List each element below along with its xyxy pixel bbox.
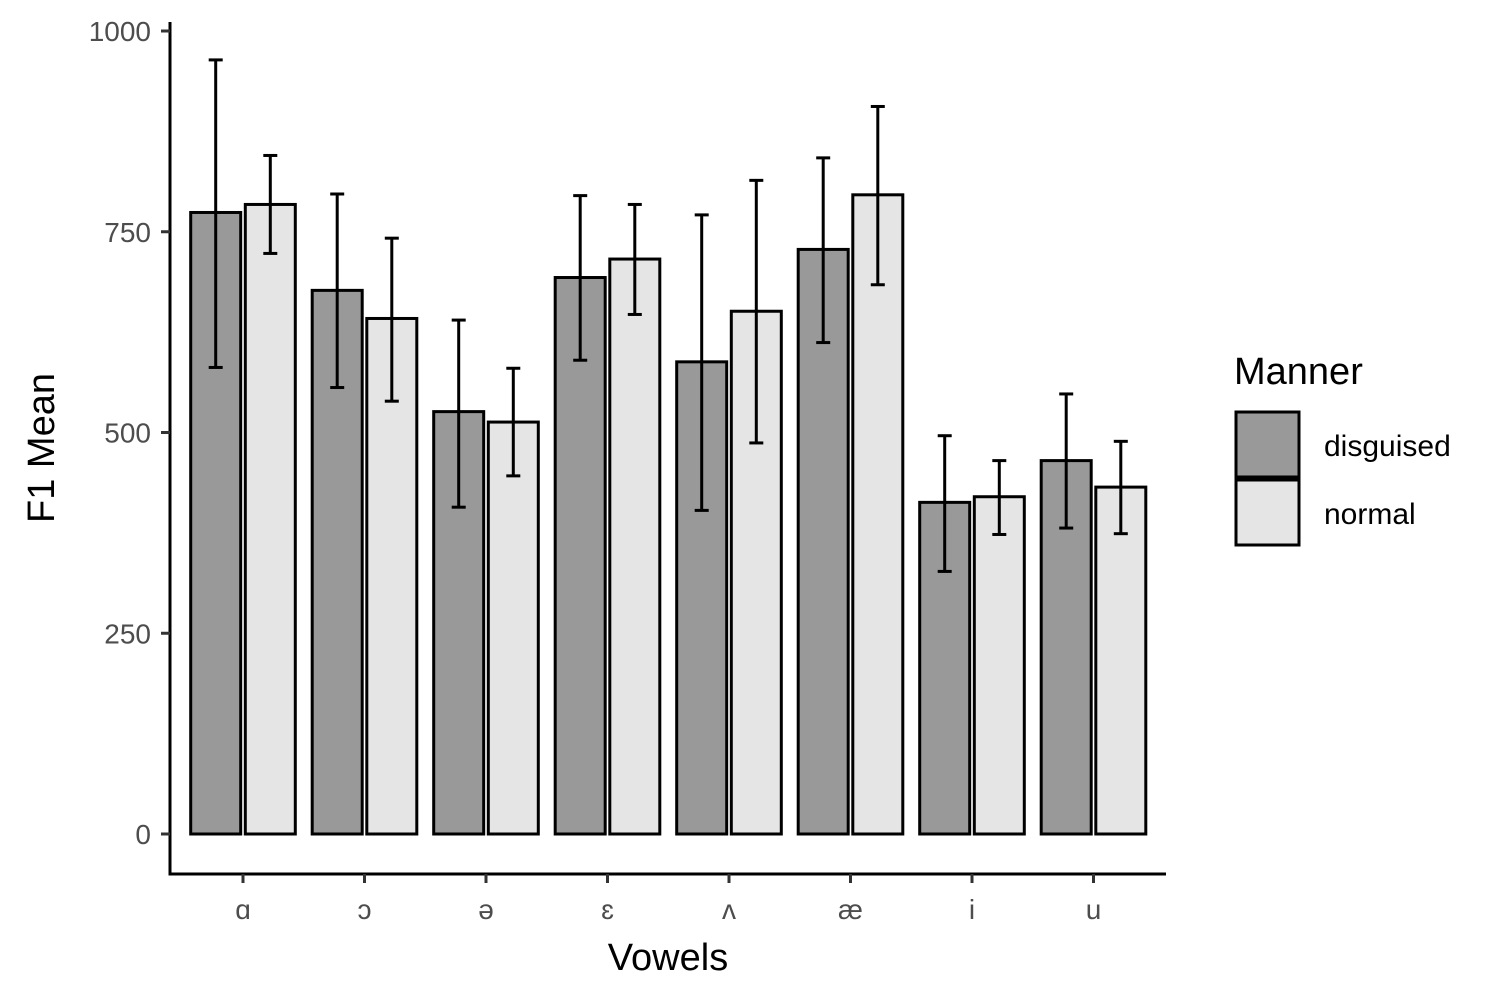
y-tick-label: 0 [135, 819, 151, 850]
errorbar-disguised-6 [937, 434, 952, 573]
legend-key-disguised [1234, 410, 1301, 479]
bar-normal-6 [972, 495, 1026, 836]
errorbars-layer [208, 58, 1128, 573]
axes-layer [168, 22, 1166, 876]
y-tick-label: 500 [104, 418, 151, 449]
x-tick-label: æ [838, 894, 863, 925]
x-tick-label: i [969, 894, 975, 925]
errorbar-disguised-5 [816, 156, 831, 345]
errorbar-normal-7 [1113, 439, 1128, 536]
bar-disguised-5 [796, 247, 850, 836]
legend-items: disguised normal [1234, 410, 1451, 547]
bar-normal-7 [1094, 485, 1148, 836]
bars-layer [189, 193, 1148, 836]
errorbar-normal-6 [992, 459, 1007, 536]
errorbar-disguised-0 [208, 58, 223, 369]
bar-normal-0 [243, 202, 297, 836]
x-axis-title: Vowels [608, 937, 728, 979]
errorbar-normal-1 [384, 236, 399, 403]
errorbar-disguised-3 [573, 194, 588, 362]
errorbar-normal-3 [627, 202, 642, 316]
errorbar-normal-0 [263, 153, 278, 255]
y-ticks: 0 250 500 750 1000 [89, 16, 170, 850]
bar-normal-5 [851, 193, 905, 836]
bar-disguised-3 [553, 276, 607, 836]
x-tick-label: ɛ [601, 894, 614, 925]
x-tick-label: ʌ [722, 894, 736, 925]
x-tick-label: ɔ [358, 894, 372, 925]
legend-label-normal: normal [1324, 498, 1416, 531]
errorbar-disguised-4 [694, 213, 709, 512]
errorbar-normal-2 [506, 366, 521, 478]
errorbar-normal-5 [870, 104, 885, 287]
y-axis-title: F1 Mean [21, 373, 63, 523]
x-tick-label: ə [478, 894, 494, 925]
bar-normal-2 [486, 420, 540, 836]
x-tick-label: u [1086, 894, 1102, 925]
y-tick-label: 750 [104, 217, 151, 248]
errorbar-disguised-2 [451, 318, 466, 509]
legend: Manner disguised normal [1234, 351, 1451, 547]
x-tick-label: ɑ [235, 894, 251, 925]
bar-disguised-4 [675, 360, 729, 836]
y-tick-label: 250 [104, 618, 151, 649]
legend-label-disguised: disguised [1324, 430, 1451, 463]
bar-normal-3 [608, 257, 662, 836]
bar-normal-1 [365, 316, 419, 836]
legend-title: Manner [1234, 351, 1363, 393]
errorbar-disguised-1 [330, 192, 345, 390]
errorbar-normal-4 [749, 178, 764, 445]
errorbar-disguised-7 [1059, 392, 1074, 530]
y-tick-label: 1000 [89, 16, 151, 47]
legend-key-normal [1234, 478, 1301, 547]
